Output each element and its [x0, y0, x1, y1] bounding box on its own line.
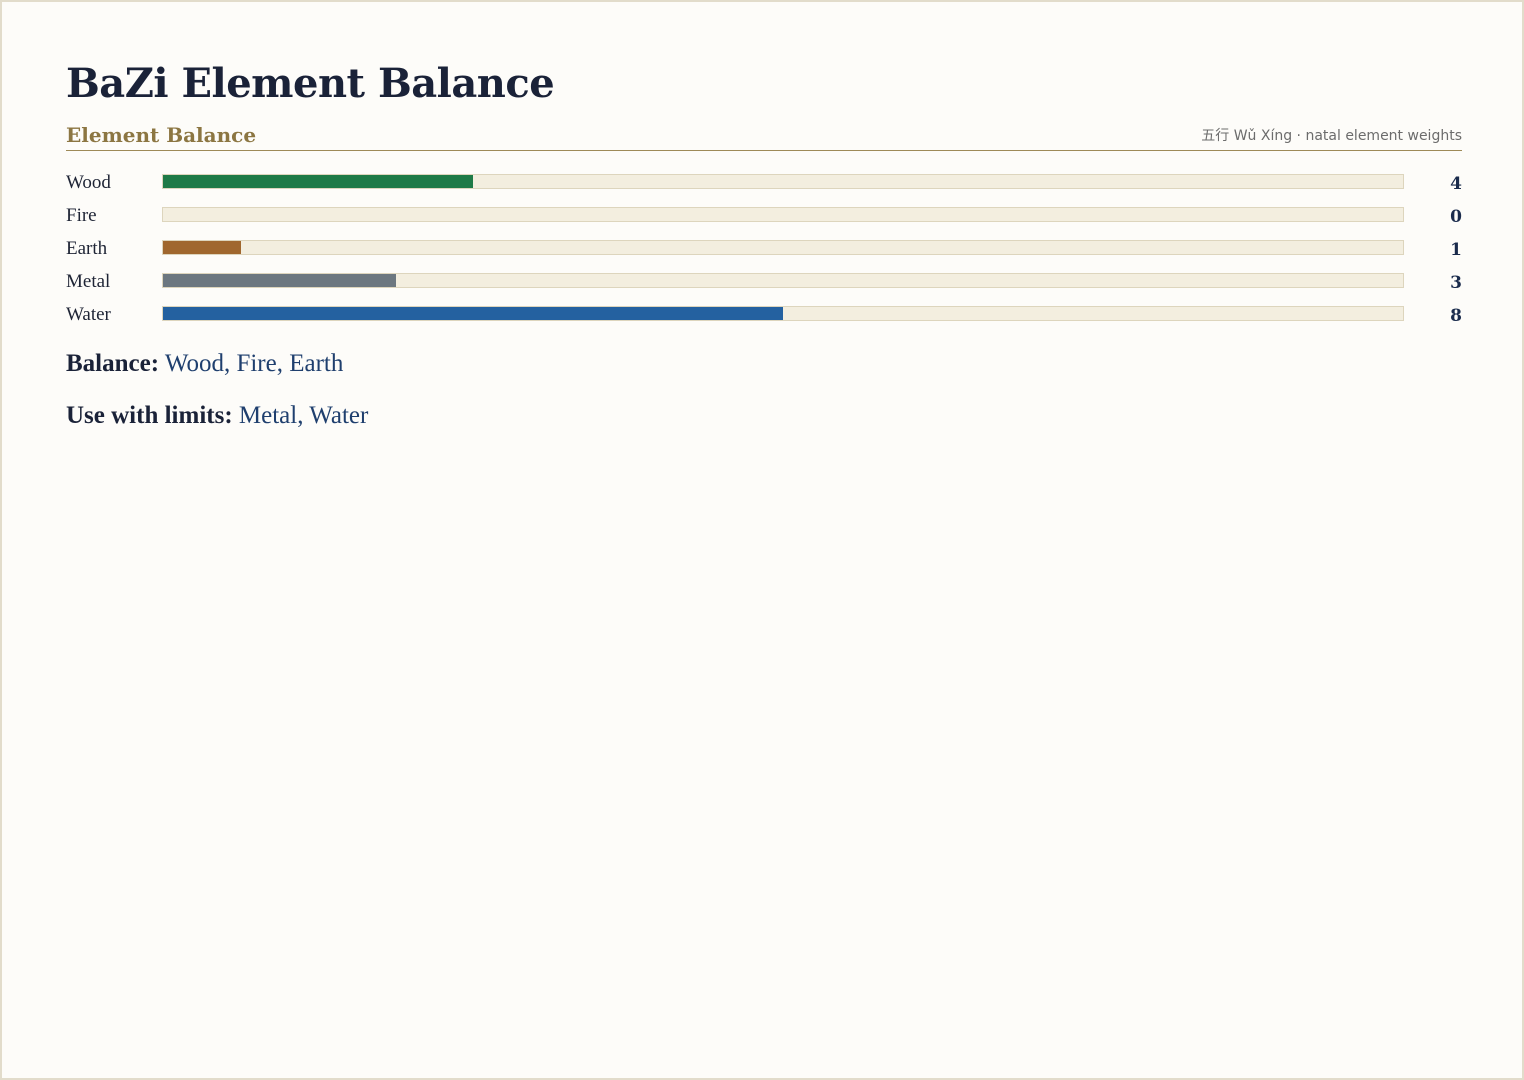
balance-value: Wood, Fire, Earth — [164, 350, 344, 377]
bar-metal — [163, 274, 396, 287]
balance-label: Balance: — [66, 350, 160, 377]
bar-value-metal: 3 — [1450, 273, 1462, 293]
bar-label-metal: Metal — [66, 271, 111, 292]
bar-track-wood — [162, 174, 1404, 189]
bar-label-earth: Earth — [66, 238, 108, 259]
bar-row-wood: Wood 4 — [66, 167, 1462, 200]
page-title: BaZi Element Balance — [66, 60, 555, 107]
summary: Balance: Wood, Fire, Earth Use with limi… — [66, 348, 1462, 432]
limits-line: Use with limits: Metal, Water — [66, 400, 1462, 432]
bar-row-fire: Fire 0 — [66, 200, 1462, 233]
element-bar-chart: Wood 4 Fire 0 Earth 1 Metal 3 Water 8 — [66, 167, 1462, 332]
bar-value-fire: 0 — [1450, 207, 1462, 227]
content: BaZi Element Balance Element Balance 五行 … — [66, 58, 1462, 452]
bar-value-water: 8 — [1450, 306, 1462, 326]
bar-track-water — [162, 306, 1404, 321]
bar-earth — [163, 241, 241, 254]
section-title: Element Balance — [66, 123, 257, 147]
bar-label-wood: Wood — [66, 172, 111, 193]
bar-track-earth — [162, 240, 1404, 255]
bar-wood — [163, 175, 473, 188]
bar-label-fire: Fire — [66, 205, 97, 226]
limits-value: Metal, Water — [238, 402, 369, 429]
limits-label: Use with limits: — [66, 402, 233, 429]
bar-track-fire — [162, 207, 1404, 222]
bar-label-water: Water — [66, 304, 111, 325]
balance-line: Balance: Wood, Fire, Earth — [66, 348, 1462, 380]
bar-track-metal — [162, 273, 1404, 288]
bar-row-metal: Metal 3 — [66, 266, 1462, 299]
section-header: Element Balance 五行 Wǔ Xíng · natal eleme… — [66, 118, 1462, 151]
bar-value-earth: 1 — [1450, 240, 1462, 260]
bar-row-water: Water 8 — [66, 299, 1462, 332]
section-note: 五行 Wǔ Xíng · natal element weights — [1201, 128, 1462, 144]
bar-value-wood: 4 — [1450, 174, 1462, 194]
bar-water — [163, 307, 783, 320]
bar-row-earth: Earth 1 — [66, 233, 1462, 266]
